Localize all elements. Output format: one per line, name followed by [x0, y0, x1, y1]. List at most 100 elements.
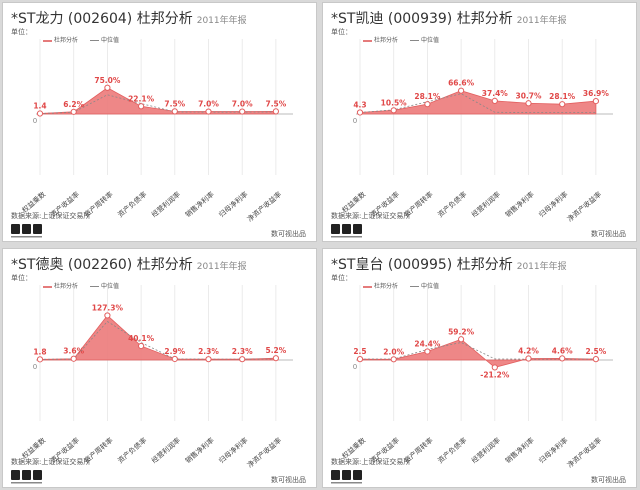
legend: 杜邦分析 中位值: [43, 281, 129, 291]
legend-label: 杜邦分析: [374, 283, 399, 290]
report-year: 2011年年报: [196, 16, 247, 26]
data-label: 59.2%: [448, 327, 475, 336]
category-label: 资产负债率: [436, 436, 469, 465]
median-line: [39, 94, 276, 114]
data-point: [104, 312, 111, 319]
data-point: [205, 356, 212, 363]
logo-glyph: [33, 224, 42, 234]
data-point: [70, 355, 77, 362]
category-label: 经营利润率: [149, 436, 182, 465]
logo-glyph: [22, 470, 31, 480]
data-label: 40.1%: [128, 334, 155, 343]
legend-item-dupont: 杜邦分析: [363, 35, 398, 44]
unit-label: 单位：: [11, 274, 32, 282]
category-label: 归母净利率: [537, 436, 570, 465]
legend-label: 中位值: [100, 37, 119, 44]
category-label: 经营利润率: [469, 190, 502, 219]
category-label: 净资产收益率: [565, 436, 603, 470]
logo-glyph: [353, 470, 362, 480]
data-point: [171, 108, 178, 115]
dupont-panel: *ST德奥 (002260) 杜邦分析 2011年年报 单位： 杜邦分析 中位值 …: [2, 248, 317, 488]
unit-label: 单位：: [331, 28, 352, 36]
legend-swatch-median: [89, 40, 99, 41]
panel-title: *ST皇台 (000995) 杜邦分析 2011年年报: [331, 254, 567, 274]
data-label: 36.9%: [583, 89, 610, 98]
brand-credit: 数可视出品: [271, 230, 306, 238]
logo-icon: [11, 470, 42, 484]
zero-tick-label: 0: [353, 117, 357, 125]
brand-credit: 数可视出品: [591, 230, 626, 238]
data-label: 2.5%: [585, 347, 606, 356]
data-source: 数据来源:上证保证交易所: [11, 458, 91, 466]
logo-icon: [11, 224, 42, 238]
data-point: [138, 103, 145, 110]
logo-glyph: [353, 224, 362, 234]
legend: 杜邦分析 中位值: [363, 281, 449, 291]
data-label: 3.6%: [63, 347, 84, 356]
data-label: 2.9%: [164, 347, 185, 356]
report-year: 2011年年报: [516, 262, 567, 272]
legend-item-dupont: 杜邦分析: [43, 35, 78, 44]
category-label: 资产负债率: [116, 190, 149, 219]
category-label: 销售净利率: [183, 436, 216, 465]
brand-credit: 数可视出品: [271, 476, 306, 484]
median-line: [359, 342, 596, 360]
legend-label: 中位值: [100, 283, 119, 290]
legend-label: 中位值: [420, 283, 439, 290]
dupont-chart: 01.8 3.6%127.3%40.1%2.9% 2.3% 2.3% 5.2%权益乘数资…: [20, 285, 293, 470]
data-label: 4.2%: [518, 347, 539, 356]
data-label: 37.4%: [482, 89, 509, 98]
data-label: 30.7%: [515, 91, 542, 100]
unit-label: 单位：: [11, 28, 32, 36]
category-label: 销售净利率: [183, 190, 216, 219]
panel-title-text: *ST德奥 (002260) 杜邦分析: [11, 257, 193, 273]
legend-item-median: 中位值: [409, 281, 439, 290]
data-label: 10.5%: [381, 98, 408, 107]
dupont-panel: *ST凯迪 (000939) 杜邦分析 2011年年报 单位： 杜邦分析 中位值 …: [322, 2, 637, 242]
legend-label: 杜邦分析: [374, 37, 399, 44]
panel-title-text: *ST皇台 (000995) 杜邦分析: [331, 257, 513, 273]
dupont-chart: 04.3 10.5%28.1%66.6%37.4% 30.7% 28.1% 36.9%权…: [340, 39, 613, 224]
report-year: 2011年年报: [516, 16, 567, 26]
logo-underline: [11, 482, 42, 484]
data-label: 2.3%: [232, 347, 253, 356]
legend-item-median: 中位值: [89, 281, 119, 290]
category-label: 销售净利率: [503, 436, 536, 465]
panel-title: *ST德奥 (002260) 杜邦分析 2011年年报: [11, 254, 247, 274]
legend-swatch-dupont: [363, 285, 372, 288]
dupont-chart: 01.4 6.2%75.0%22.1%7.5% 7.0% 7.0% 7.5%权益乘数 资产…: [20, 39, 293, 224]
data-label: 5.2%: [265, 346, 286, 355]
dupont-panel: *ST龙力 (002604) 杜邦分析 2011年年报 单位： 杜邦分析 中位值 …: [2, 2, 317, 242]
data-point: [390, 107, 397, 114]
data-label: 2.0%: [383, 347, 404, 356]
data-point: [525, 100, 532, 107]
data-point: [491, 364, 498, 371]
category-label: 净资产收益率: [245, 190, 283, 224]
category-label: 经营利润率: [149, 190, 182, 219]
legend-swatch-median: [89, 286, 99, 287]
dupont-chart: 02.5 2.0%24.4%59.2%-21.2%4.2% 4.6% 2.5%权益乘数…: [340, 285, 613, 470]
data-point: [424, 101, 431, 108]
data-label: 75.0%: [94, 76, 121, 85]
legend-item-dupont: 杜邦分析: [43, 281, 78, 290]
data-label: 2.3%: [198, 347, 219, 356]
data-label: 6.2%: [63, 100, 84, 109]
data-label: 7.0%: [198, 100, 219, 109]
data-point: [138, 342, 145, 350]
data-label: 1.4: [33, 102, 46, 111]
data-point: [559, 101, 566, 108]
logo-glyph: [331, 470, 340, 480]
data-label: 4.6%: [552, 346, 573, 355]
legend-label: 杜邦分析: [54, 37, 79, 44]
data-point: [205, 108, 212, 115]
data-point: [525, 355, 532, 362]
data-label: 2.5: [353, 347, 366, 356]
data-label: 28.1%: [549, 92, 576, 101]
data-point: [239, 356, 246, 363]
logo-glyph: [22, 224, 31, 234]
data-label: 127.3%: [92, 303, 124, 312]
category-label: 净资产收益率: [245, 436, 283, 470]
data-point: [356, 109, 364, 116]
dupont-panel: *ST皇台 (000995) 杜邦分析 2011年年报 单位： 杜邦分析 中位值 …: [322, 248, 637, 488]
